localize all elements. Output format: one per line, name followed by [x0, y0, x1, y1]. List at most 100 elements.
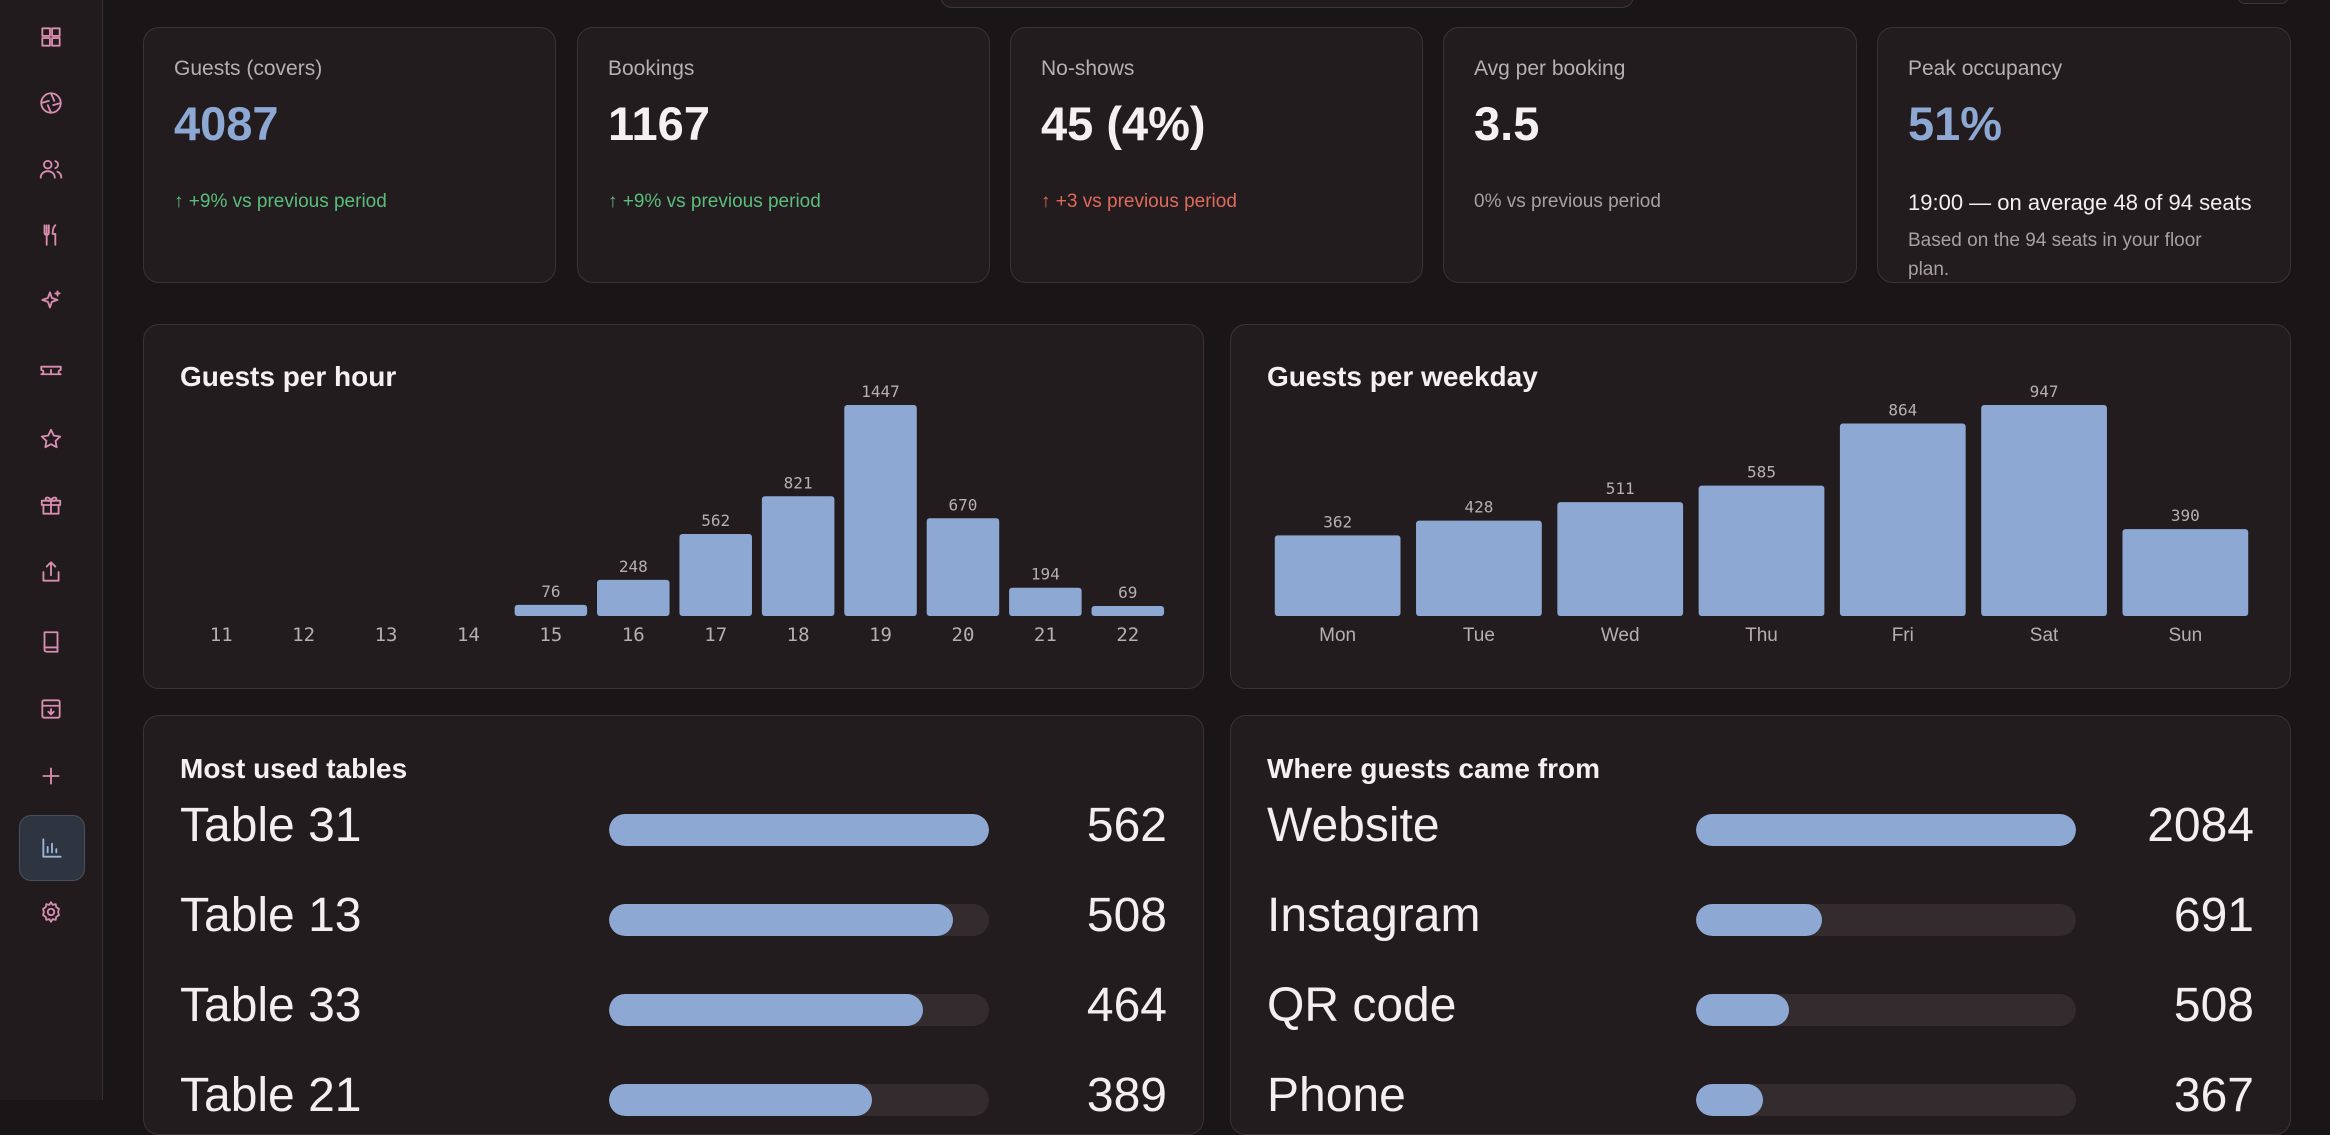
bar-Tue[interactable] [1416, 520, 1542, 616]
kpi-value: 51% [1908, 97, 2003, 150]
kpi-card-guests: Guests (covers) 4087 ↑ +9% vs previous p… [143, 27, 556, 283]
bar-value-label: 562 [701, 511, 730, 530]
row-bar-fill [609, 1084, 872, 1116]
bar-Sat[interactable] [1981, 405, 2107, 616]
bar-16[interactable] [597, 579, 670, 616]
bar-value-label: 821 [784, 473, 813, 492]
bar-value-label: 864 [1888, 400, 1917, 419]
kpi-label: Peak occupancy [1908, 57, 2063, 80]
row-bar-track [1696, 1084, 2076, 1116]
chart-title: Guests per hour [180, 361, 397, 392]
bar-value-label: 511 [1606, 479, 1635, 498]
row-bar-track [609, 904, 989, 936]
row-bar-fill [1696, 1084, 1763, 1116]
row-bar-track [1696, 814, 2076, 846]
bar-value-label: 1447 [861, 382, 900, 401]
bar-value-label: 428 [1464, 498, 1493, 517]
row-bar-track [1696, 904, 2076, 936]
row-value: 389 [1086, 1069, 1167, 1122]
share-icon[interactable] [19, 540, 83, 604]
row-value: 691 [2173, 889, 2254, 942]
bar-value-label: 76 [541, 582, 560, 601]
kpi-card-bookings: Bookings 1167 ↑ +9% vs previous period [577, 27, 990, 283]
row-value: 2084 [2147, 799, 2254, 852]
bar-Fri[interactable] [1839, 423, 1966, 616]
ticket-icon[interactable] [19, 339, 83, 403]
row-value: 562 [1086, 799, 1167, 852]
bar-value-label: 947 [2030, 382, 2059, 401]
kpi-label: Guests (covers) [174, 57, 323, 80]
bar-Sun[interactable] [2122, 529, 2249, 616]
row-bar-fill [609, 994, 923, 1026]
utensils-icon[interactable] [19, 203, 83, 267]
row-bar-fill [1696, 814, 2076, 846]
x-tick-label: 14 [457, 624, 480, 646]
row-bar-fill [609, 814, 989, 846]
bar-value-label: 362 [1323, 512, 1352, 531]
row-label: Table 13 [180, 889, 362, 942]
kpi-delta: 0% vs previous period [1474, 191, 1661, 212]
archive-icon[interactable] [19, 677, 83, 741]
guests-per-weekday-card: Guests per weekday 362 Mon 428 Tue 511 Wed 585… [1230, 324, 2291, 689]
x-tick-label: Fri [1892, 625, 1914, 646]
card-title: Where guests came from [1267, 753, 1600, 784]
bar-20[interactable] [926, 518, 1000, 616]
sidebar [0, 0, 103, 1100]
bar-value-label: 248 [619, 557, 648, 576]
x-tick-label: 18 [787, 624, 810, 646]
guests-per-hour-card: Guests per hour 11 12 13 14 76 15 248 16 562 17 82… [143, 324, 1204, 689]
kpi-note: Based on the 94 seats in your floor plan… [1908, 230, 2202, 280]
users-icon[interactable] [19, 137, 83, 201]
dashboard-icon[interactable] [19, 5, 83, 69]
bar-Thu[interactable] [1698, 485, 1825, 616]
kpi-value: 45 (4%) [1041, 97, 1206, 150]
bar-19[interactable] [844, 405, 917, 616]
chart-icon[interactable] [19, 815, 85, 881]
kpi-detail: 19:00 — on average 48 of 94 seats [1908, 190, 2252, 215]
x-tick-label: Thu [1745, 625, 1778, 646]
bar-17[interactable] [679, 534, 752, 616]
bar-value-label: 69 [1118, 583, 1137, 602]
settings-icon[interactable] [19, 880, 83, 944]
gift-icon[interactable] [19, 473, 83, 537]
guests-per-weekday-chart: 362 Mon 428 Tue 511 Wed 585 Thu 864 Fri 947 Sat 390 S… [1274, 382, 2249, 646]
bar-Mon[interactable] [1274, 535, 1401, 616]
row-value: 508 [2173, 979, 2254, 1032]
chart-title: Guests per weekday [1267, 361, 1538, 392]
search-input[interactable] [940, 0, 1634, 8]
bar-18[interactable] [761, 496, 835, 616]
row-label: Table 33 [180, 979, 362, 1032]
aperture-icon[interactable] [19, 71, 83, 135]
kpi-value: 3.5 [1474, 97, 1540, 150]
row-label: Instagram [1267, 889, 1481, 942]
row-bar-fill [1696, 994, 1789, 1026]
card-title: Most used tables [180, 753, 408, 784]
book-icon[interactable] [19, 610, 83, 674]
bar-Wed[interactable] [1557, 502, 1684, 616]
x-tick-label: 20 [952, 624, 975, 646]
kpi-card-peak-occupancy: Peak occupancy 51% 19:00 — on average 48… [1877, 27, 2291, 283]
kpi-label: Avg per booking [1474, 57, 1626, 80]
kpi-delta: ↑ +9% vs previous period [608, 191, 821, 212]
row-bar-track [1696, 994, 2076, 1026]
plus-icon[interactable] [19, 744, 83, 808]
kpi-value: 1167 [608, 97, 710, 150]
bar-value-label: 390 [2171, 506, 2200, 525]
kpi-label: Bookings [608, 57, 695, 80]
bar-15[interactable] [514, 604, 588, 616]
star-icon[interactable] [19, 407, 83, 471]
bar-value-label: 670 [949, 495, 978, 514]
bar-value-label: 585 [1747, 463, 1776, 482]
sparkles-icon[interactable] [19, 269, 83, 333]
x-tick-label: 12 [292, 624, 315, 646]
top-action-button[interactable] [2237, 0, 2289, 4]
row-bar-track [609, 994, 989, 1026]
bar-21[interactable] [1009, 587, 1082, 616]
guests-per-hour-chart: 11 12 13 14 76 15 248 16 562 17 821 18 1447 19 670 20 19… [210, 382, 1165, 646]
row-bar-track [609, 814, 989, 846]
bar-22[interactable] [1091, 605, 1165, 616]
row-value: 508 [1086, 889, 1167, 942]
x-tick-label: Mon [1319, 625, 1356, 646]
x-tick-label: Sun [2168, 625, 2202, 646]
row-label: QR code [1267, 979, 1457, 1032]
